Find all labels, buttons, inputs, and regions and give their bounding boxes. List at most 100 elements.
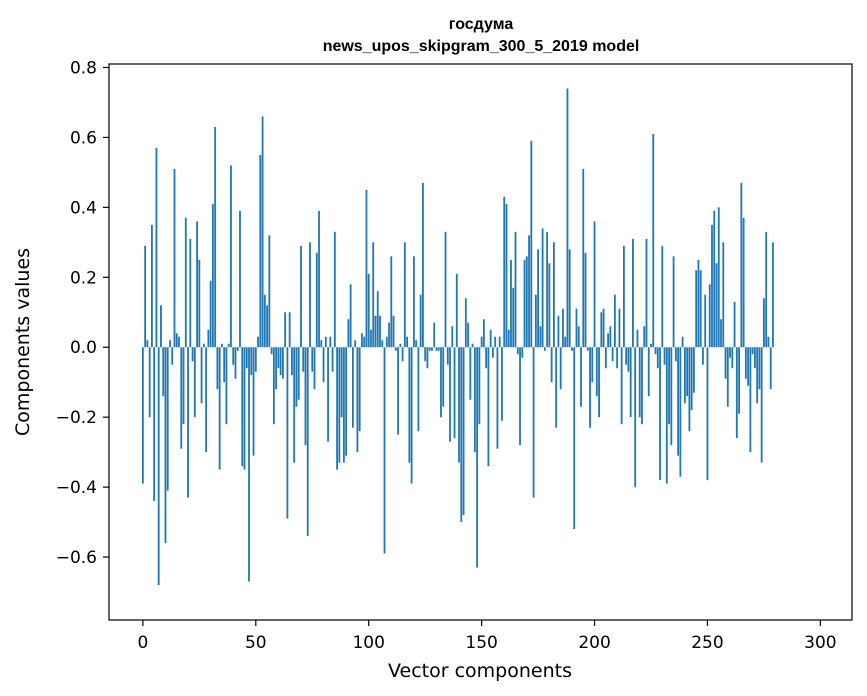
bar	[591, 347, 594, 383]
bar	[668, 347, 670, 425]
bar	[656, 347, 659, 369]
bar	[270, 347, 273, 355]
bar	[367, 273, 370, 348]
y-axis: −0.6 −0.4 −0.2 0.0 0.2 0.4 0.6 0.8	[56, 58, 109, 568]
bar	[638, 347, 641, 418]
bar	[604, 347, 607, 369]
bar	[243, 347, 246, 470]
bar	[683, 347, 686, 404]
bar	[306, 347, 309, 537]
bar	[442, 347, 445, 407]
bar	[311, 347, 314, 372]
bar	[252, 347, 255, 456]
x-axis: 0 50 100 150 200 250 300	[137, 620, 837, 653]
x-tick-label: 250	[691, 633, 723, 653]
bar	[738, 347, 740, 414]
x-tick-label: 0	[137, 633, 148, 653]
y-tick-label: 0.4	[70, 198, 97, 218]
bar	[309, 242, 311, 348]
bar	[462, 347, 465, 516]
bar	[272, 347, 275, 425]
bar	[510, 259, 512, 348]
bar	[586, 347, 589, 351]
bar	[564, 336, 567, 348]
bar	[485, 347, 488, 369]
bar	[616, 347, 619, 369]
bar	[548, 263, 551, 348]
bar	[223, 347, 226, 383]
bar	[677, 347, 680, 456]
bar	[277, 347, 280, 369]
bar	[632, 238, 634, 348]
bar	[171, 347, 174, 365]
bar	[211, 203, 214, 348]
bar	[731, 347, 734, 369]
bar	[372, 242, 375, 348]
bar	[198, 259, 201, 348]
bar	[388, 322, 390, 348]
bar	[205, 347, 208, 453]
bar	[552, 242, 555, 348]
x-tick-label: 200	[578, 633, 610, 653]
bar	[595, 347, 598, 397]
bar	[408, 347, 411, 463]
bar	[403, 242, 406, 348]
bar	[288, 312, 291, 348]
bar	[625, 347, 628, 365]
y-tick-label: 0.0	[70, 338, 97, 358]
bar	[449, 347, 451, 442]
bar	[381, 340, 384, 348]
bar	[336, 347, 338, 470]
bar	[659, 347, 661, 481]
bar	[473, 347, 476, 453]
bar	[706, 347, 709, 481]
bar	[232, 347, 235, 365]
bar	[340, 347, 343, 418]
bar	[365, 189, 368, 348]
bar	[505, 203, 508, 348]
bar	[406, 336, 409, 348]
bar	[313, 347, 316, 390]
bar	[647, 347, 650, 397]
bar	[717, 207, 720, 348]
bar	[720, 319, 722, 348]
bar	[478, 347, 481, 425]
bar	[187, 347, 189, 498]
bar	[263, 294, 266, 348]
bar	[487, 347, 490, 467]
bar	[643, 326, 646, 348]
bar	[501, 347, 503, 421]
bar	[634, 347, 637, 488]
bar	[352, 347, 354, 428]
bar	[191, 347, 194, 362]
bar	[239, 210, 241, 348]
bar	[532, 347, 535, 498]
bar	[241, 347, 244, 467]
bar	[363, 336, 366, 348]
bar	[543, 347, 546, 351]
bar	[455, 273, 458, 348]
bar	[722, 242, 725, 348]
bar	[410, 347, 413, 484]
bar	[690, 347, 693, 411]
bar	[744, 347, 747, 379]
bar	[295, 347, 298, 407]
bar	[652, 133, 655, 348]
bar	[327, 347, 329, 442]
bar	[383, 347, 386, 554]
bar	[300, 245, 302, 348]
bar	[512, 287, 515, 348]
bar	[467, 322, 469, 348]
bar	[537, 249, 539, 348]
bar	[202, 343, 205, 348]
y-tick-label: −0.6	[56, 548, 97, 568]
bar	[234, 347, 237, 379]
bar	[374, 315, 377, 348]
bar	[385, 336, 388, 348]
bar	[496, 347, 499, 449]
y-tick-label: −0.2	[56, 408, 97, 428]
bar	[261, 116, 264, 348]
bar	[589, 347, 591, 428]
bar	[401, 347, 404, 362]
bar	[412, 256, 415, 348]
